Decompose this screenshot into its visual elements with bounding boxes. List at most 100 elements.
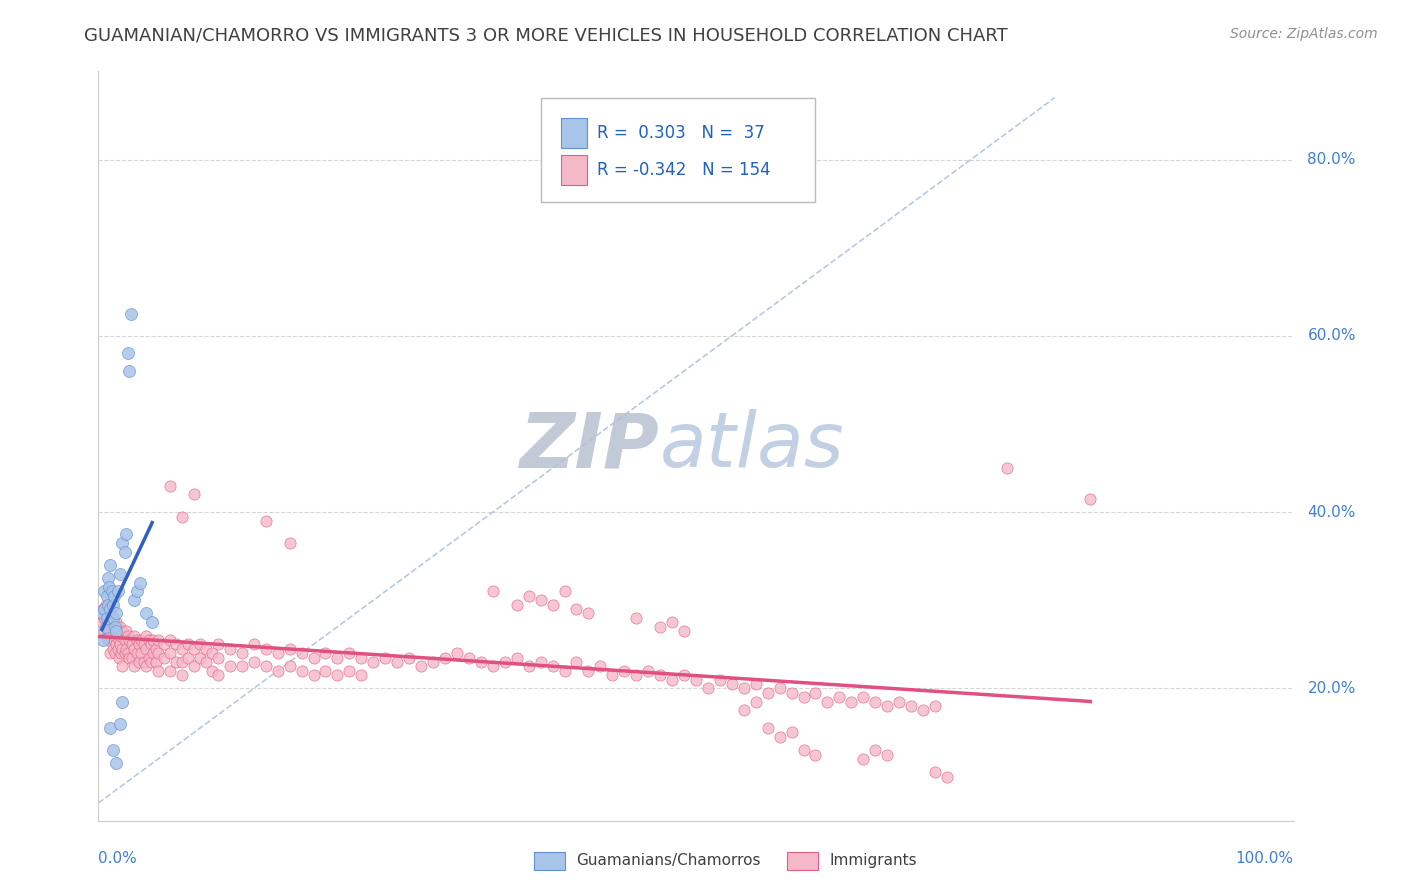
Point bbox=[648, 668, 672, 682]
Point bbox=[104, 620, 127, 634]
Point bbox=[188, 637, 211, 651]
Point bbox=[105, 624, 128, 639]
Text: R =  0.303   N =  37: R = 0.303 N = 37 bbox=[596, 124, 765, 142]
Point bbox=[118, 364, 141, 378]
Point bbox=[159, 632, 181, 647]
Point bbox=[153, 650, 176, 665]
Point bbox=[207, 650, 229, 665]
Point bbox=[578, 607, 600, 621]
Point bbox=[97, 632, 120, 647]
Point bbox=[107, 584, 129, 599]
Point bbox=[98, 602, 122, 616]
Text: Source: ZipAtlas.com: Source: ZipAtlas.com bbox=[1230, 27, 1378, 41]
Text: atlas: atlas bbox=[661, 409, 845, 483]
Point bbox=[101, 743, 124, 757]
Point bbox=[132, 655, 155, 669]
Point bbox=[254, 659, 277, 673]
Point bbox=[207, 637, 229, 651]
FancyBboxPatch shape bbox=[561, 118, 588, 148]
Point bbox=[132, 637, 155, 651]
Point bbox=[135, 628, 157, 642]
Point bbox=[125, 632, 148, 647]
Point bbox=[804, 747, 827, 762]
Point bbox=[793, 743, 815, 757]
Point bbox=[97, 615, 120, 630]
Point bbox=[554, 664, 576, 678]
Point bbox=[101, 611, 124, 625]
Point bbox=[159, 664, 181, 678]
Point bbox=[889, 695, 911, 709]
Point bbox=[315, 646, 337, 660]
Point bbox=[131, 646, 153, 660]
Point bbox=[93, 602, 115, 616]
Point bbox=[350, 668, 373, 682]
Text: 40.0%: 40.0% bbox=[1308, 505, 1355, 520]
Point bbox=[302, 650, 325, 665]
Point bbox=[506, 650, 529, 665]
Point bbox=[637, 664, 659, 678]
Point bbox=[494, 655, 516, 669]
Point bbox=[517, 659, 540, 673]
Point bbox=[745, 677, 768, 691]
Point bbox=[108, 620, 131, 634]
Point bbox=[865, 695, 887, 709]
Point bbox=[267, 646, 290, 660]
Point bbox=[578, 664, 600, 678]
Point bbox=[201, 664, 224, 678]
Point bbox=[565, 602, 588, 616]
Point bbox=[124, 641, 146, 656]
Point bbox=[780, 686, 803, 700]
Text: 80.0%: 80.0% bbox=[1308, 152, 1355, 167]
Point bbox=[107, 632, 129, 647]
Point bbox=[172, 641, 194, 656]
Point bbox=[541, 598, 564, 612]
Point bbox=[101, 624, 124, 639]
Point bbox=[541, 659, 564, 673]
Point bbox=[648, 620, 672, 634]
Point bbox=[936, 770, 959, 784]
Point bbox=[172, 509, 194, 524]
Point bbox=[114, 646, 136, 660]
Text: R = -0.342   N = 154: R = -0.342 N = 154 bbox=[596, 161, 770, 179]
Point bbox=[111, 641, 134, 656]
Point bbox=[108, 637, 131, 651]
Point bbox=[159, 646, 181, 660]
Point bbox=[422, 655, 444, 669]
Point bbox=[93, 584, 115, 599]
Point bbox=[852, 690, 875, 705]
Point bbox=[804, 686, 827, 700]
Point bbox=[231, 646, 253, 660]
Point bbox=[756, 721, 779, 735]
Point bbox=[613, 664, 636, 678]
Point bbox=[626, 611, 648, 625]
Point bbox=[841, 695, 863, 709]
Point bbox=[995, 461, 1018, 475]
Point bbox=[709, 673, 731, 687]
Point bbox=[733, 703, 755, 717]
Point bbox=[673, 624, 696, 639]
Point bbox=[183, 487, 205, 501]
Point bbox=[115, 624, 138, 639]
Point bbox=[131, 632, 153, 647]
Point bbox=[398, 650, 420, 665]
Text: ZIP: ZIP bbox=[520, 409, 661, 483]
Point bbox=[530, 593, 553, 607]
Point bbox=[96, 607, 118, 621]
Point bbox=[183, 641, 205, 656]
Point bbox=[100, 615, 122, 630]
Point bbox=[101, 598, 124, 612]
Point bbox=[121, 650, 143, 665]
FancyBboxPatch shape bbox=[561, 155, 588, 186]
Point bbox=[117, 646, 139, 660]
Point bbox=[291, 646, 314, 660]
Point bbox=[104, 646, 127, 660]
Text: 60.0%: 60.0% bbox=[1308, 328, 1355, 343]
Point bbox=[231, 659, 253, 673]
Point bbox=[124, 659, 146, 673]
Point bbox=[107, 624, 129, 639]
Point bbox=[128, 655, 150, 669]
Point bbox=[302, 668, 325, 682]
Point bbox=[267, 664, 290, 678]
Point bbox=[105, 607, 128, 621]
Point bbox=[172, 655, 194, 669]
